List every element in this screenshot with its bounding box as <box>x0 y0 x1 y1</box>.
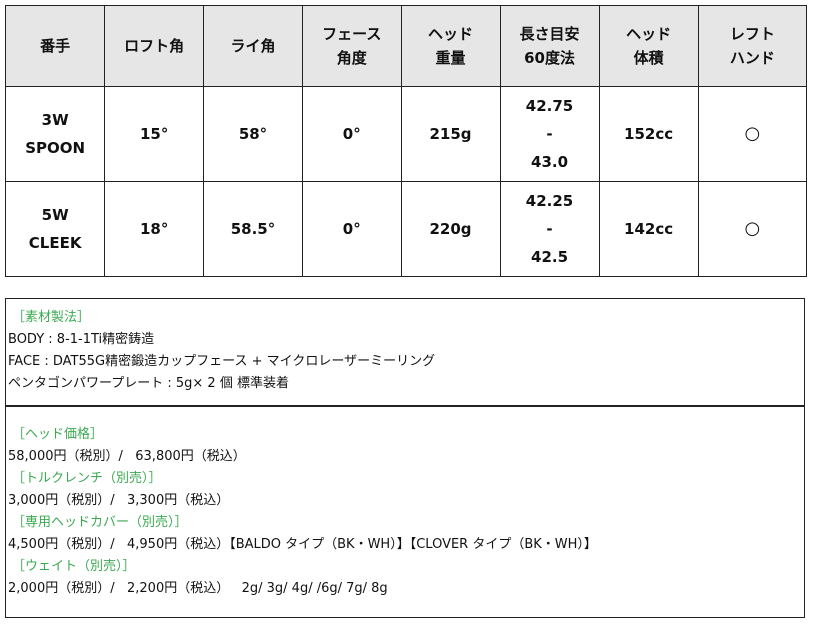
material-line: BODY : 8-1-1Ti精密鋳造 <box>8 332 155 347</box>
cell-number: 3W SPOON <box>4 86 106 182</box>
cell-text: 3W <box>41 111 69 129</box>
header-face: フェース 角度 <box>302 5 402 87</box>
header-row: 番手 ロフト角 ライ角 フェース 角度 ヘッド 重量 長さ目安 60度法 ヘッド 体積 … <box>4 5 808 87</box>
cell-weight: 220g <box>400 181 501 277</box>
header-lie: ライ角 <box>203 5 303 87</box>
table-row: 3W SPOON 15° 58° 0° 215g 42.75 - 43.0 152cc… <box>4 86 808 182</box>
header-text: 重量 <box>435 49 466 67</box>
header-left: レフト ハンド <box>697 5 808 87</box>
price-line: 4,500円（税別）/ 4,950円（税込）【BALDO タイプ（BK・WH）】… <box>8 537 597 552</box>
price-heading: ［専用ヘッドカバー（別売）］ <box>12 515 188 530</box>
header-text: 角度 <box>336 49 367 67</box>
header-text: ヘッド <box>428 25 474 43</box>
cell-left: ○ <box>697 86 808 182</box>
header-text: 60度法 <box>524 49 575 67</box>
header-text: ライ角 <box>230 37 276 55</box>
header-volume: ヘッド 体積 <box>598 5 699 87</box>
price-heading: ［ウェイト（別売）］ <box>12 559 136 574</box>
header-length: 長さ目安 60度法 <box>499 5 600 87</box>
price-line: 3,000円（税別）/ 3,300円（税込） <box>8 493 230 508</box>
header-weight: ヘッド 重量 <box>400 5 501 87</box>
cell-length: 42.25 - 42.5 <box>499 181 600 277</box>
header-loft: ロフト角 <box>104 5 204 87</box>
header-text: フェース <box>322 25 382 43</box>
header-text: 番手 <box>40 37 71 55</box>
price-line: 58,000円（税別）/ 63,800円（税込） <box>8 449 246 464</box>
cell-text: - <box>546 125 553 143</box>
header-text: 体積 <box>633 49 664 67</box>
cell-text: 42.75 <box>525 97 574 115</box>
price-box: ［ヘッド価格］ 58,000円（税別）/ 63,800円（税込） ［トルクレンチ… <box>5 406 805 618</box>
price-heading: ［ヘッド価格］ <box>12 427 104 442</box>
cell-text: - <box>546 220 553 238</box>
material-box: ［素材製法］ BODY : 8-1-1Ti精密鋳造 FACE : DAT55G精… <box>5 298 805 406</box>
header-text: ヘッド <box>626 25 672 43</box>
cell-lie: 58.5° <box>203 181 303 277</box>
cell-loft: 15° <box>104 86 204 182</box>
cell-length: 42.75 - 43.0 <box>499 86 600 182</box>
cell-text: 5W <box>41 206 69 224</box>
cell-volume: 152cc <box>598 86 699 182</box>
material-line: FACE : DAT55G精密鍛造カップフェース + マイクロレーザーミーリング <box>8 354 436 369</box>
header-text: ロフト角 <box>124 37 185 55</box>
cell-volume: 142cc <box>598 181 699 277</box>
cell-face: 0° <box>302 181 402 277</box>
price-heading: ［トルクレンチ（別売）］ <box>12 471 162 486</box>
cell-text: SPOON <box>25 139 86 157</box>
material-heading: ［素材製法］ <box>12 310 91 325</box>
header-text: 長さ目安 <box>519 25 580 43</box>
cell-text: 42.25 <box>525 192 574 210</box>
header-text: ハンド <box>729 49 775 67</box>
header-number: 番手 <box>4 5 106 87</box>
cell-weight: 215g <box>400 86 501 182</box>
header-text: レフト <box>729 25 775 43</box>
cell-lie: 58° <box>203 86 303 182</box>
cell-left: ○ <box>697 181 808 277</box>
cell-face: 0° <box>302 86 402 182</box>
cell-text: 43.0 <box>531 153 569 171</box>
material-line: ペンタゴンパワープレート : 5g× 2 個 標準装着 <box>8 376 289 391</box>
cell-loft: 18° <box>104 181 204 277</box>
cell-number: 5W CLEEK <box>4 181 106 277</box>
price-line: 2,000円（税別）/ 2,200円（税込） 2g/ 3g/ 4g/ /6g/ … <box>8 581 388 596</box>
spec-table: 番手 ロフト角 ライ角 フェース 角度 ヘッド 重量 長さ目安 60度法 ヘッド 体積 … <box>4 5 808 277</box>
cell-text: 42.5 <box>531 248 569 266</box>
table-row: 5W CLEEK 18° 58.5° 0° 220g 42.25 - 42.5 142… <box>4 181 808 277</box>
cell-text: CLEEK <box>28 234 82 252</box>
